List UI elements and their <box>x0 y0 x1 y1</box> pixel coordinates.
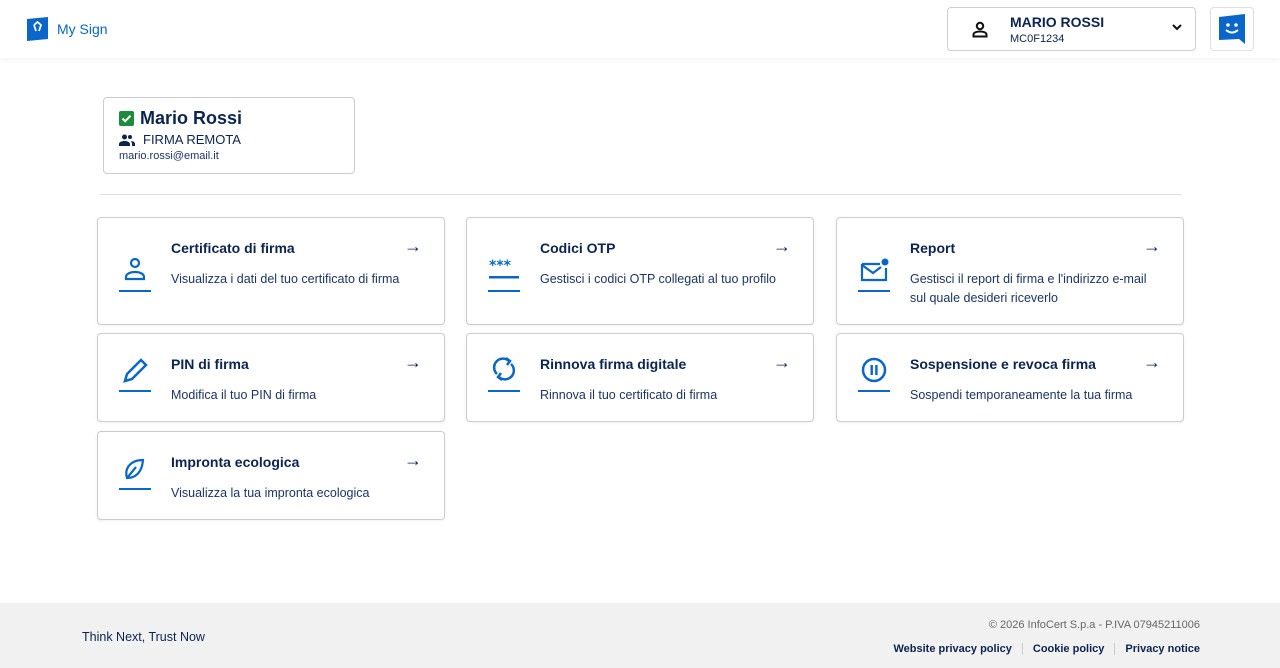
profile-name: Mario Rossi <box>140 108 243 128</box>
card-description: Visualizza i dati del tuo certificato di… <box>171 272 400 286</box>
copyright: © 2026 InfoCert S.p.a - P.IVA 0794521100… <box>988 619 1200 631</box>
leaf-icon <box>119 450 151 490</box>
arrow-right-icon: → <box>404 236 422 256</box>
card-pin-di-firma[interactable]: PIN di firma Modifica il tuo PIN di firm… <box>97 333 445 422</box>
card-description: Gestisci il report di firma e l'indirizz… <box>910 272 1147 305</box>
pause-icon <box>858 352 890 392</box>
card-sospensione-e-revoca-firma[interactable]: Sospensione e revoca firma Sospendi temp… <box>836 333 1184 422</box>
card-title: Rinnova firma digitale <box>540 356 687 372</box>
user-name: MARIO ROSSI <box>1010 14 1105 30</box>
chat-smile-icon <box>1219 14 1245 44</box>
renew-icon <box>488 352 520 392</box>
card-title: Impronta ecologica <box>171 454 300 470</box>
verified-check-icon <box>119 111 134 126</box>
arrow-right-icon: → <box>773 352 791 372</box>
card-title: Codici OTP <box>540 240 616 256</box>
profile-card: Mario Rossi FIRMA REMOTA mario.rossi@ema… <box>103 97 355 174</box>
card-description: Visualizza la tua impronta ecologica <box>171 486 370 500</box>
arrow-right-icon: → <box>1143 352 1161 372</box>
profile-email: mario.rossi@email.it <box>119 150 219 162</box>
user-code: MC0F1234 <box>1010 33 1065 45</box>
mysign-logo-icon <box>27 17 48 41</box>
card-certificato-di-firma[interactable]: Certificato di firma Visualizza i dati d… <box>97 217 445 325</box>
arrow-right-icon: → <box>773 236 791 256</box>
svg-text:***: *** <box>489 258 512 274</box>
logo[interactable]: My Sign <box>27 17 108 41</box>
divider <box>100 194 1181 195</box>
arrow-right-icon: → <box>404 352 422 372</box>
website-privacy-policy-link[interactable]: Website privacy policy <box>893 643 1012 655</box>
card-description: Modifica il tuo PIN di firma <box>171 388 317 402</box>
card-description: Rinnova il tuo certificato di firma <box>540 388 718 402</box>
person-icon <box>119 252 151 292</box>
signature-type: FIRMA REMOTA <box>143 132 241 147</box>
footer: Think Next, Trust Now © 2026 InfoCert S.… <box>0 603 1280 668</box>
chevron-down-icon <box>1172 24 1182 31</box>
header: My Sign MARIO ROSSI MC0F1234 <box>0 0 1280 58</box>
privacy-notice-link[interactable]: Privacy notice <box>1114 643 1200 655</box>
pencil-icon <box>119 352 151 392</box>
cookie-policy-link[interactable]: Cookie policy <box>1021 643 1115 655</box>
card-title: Certificato di firma <box>171 240 295 256</box>
card-rinnova-firma-digitale[interactable]: Rinnova firma digitale Rinnova il tuo ce… <box>466 333 814 422</box>
app-name: My Sign <box>57 21 108 37</box>
group-icon <box>119 134 135 146</box>
card-title: PIN di firma <box>171 356 249 372</box>
card-report[interactable]: Report Gestisci il report di firma e l'i… <box>836 217 1184 325</box>
card-description: Gestisci i codici OTP collegati al tuo p… <box>540 272 776 286</box>
password-icon: *** <box>488 252 520 292</box>
arrow-right-icon: → <box>404 450 422 470</box>
card-description: Sospendi temporaneamente la tua firma <box>910 388 1133 402</box>
card-impronta-ecologica[interactable]: Impronta ecologica Visualizza la tua imp… <box>97 431 445 520</box>
user-menu-dropdown[interactable]: MARIO ROSSI MC0F1234 <box>947 7 1196 51</box>
support-chat-button[interactable] <box>1210 7 1254 51</box>
card-title: Sospensione e revoca firma <box>910 356 1096 372</box>
user-icon <box>972 21 988 38</box>
card-title: Report <box>910 240 956 256</box>
mail-notification-icon <box>858 252 890 292</box>
tagline: Think Next, Trust Now <box>82 630 205 644</box>
arrow-right-icon: → <box>1143 236 1161 256</box>
card-codici-otp[interactable]: *** Codici OTP Gestisci i codici OTP col… <box>466 217 814 325</box>
